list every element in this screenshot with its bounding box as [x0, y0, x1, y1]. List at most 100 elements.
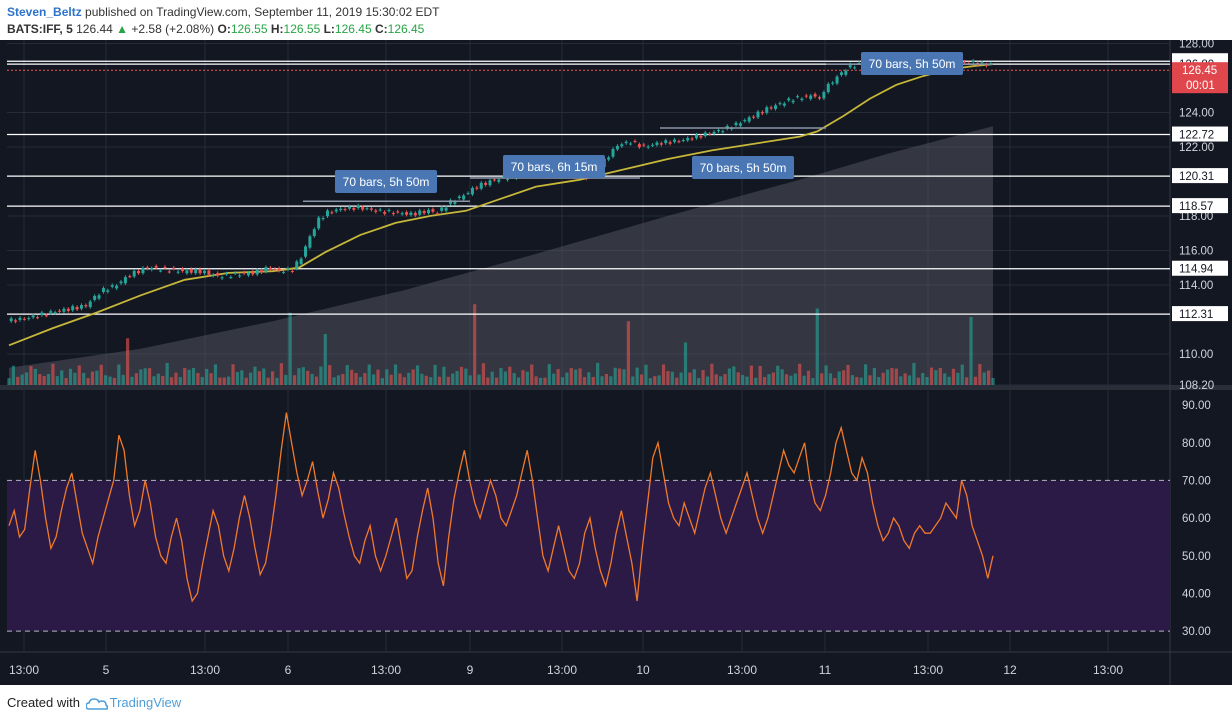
volume-bar [477, 374, 481, 385]
candle-body [651, 144, 655, 146]
volume-bar [938, 367, 942, 385]
countdown-tag: 00:01 [1186, 80, 1215, 92]
volume-bar [894, 368, 898, 385]
candle-body [233, 272, 237, 274]
volume-bar [73, 372, 77, 385]
chart-area[interactable]: 70 bars, 5h 50m 70 bars, 6h 15m 70 bars, 5… [0, 40, 1232, 685]
volume-bar [978, 364, 982, 385]
candle-body [479, 182, 483, 189]
volume-bar [191, 367, 196, 385]
volume-bar [169, 377, 174, 385]
volume-bar [60, 370, 64, 385]
volume-bar [33, 368, 37, 385]
volume-bar [464, 368, 468, 385]
volume-bar [24, 372, 29, 385]
volume-bar [666, 371, 670, 385]
candle-body [224, 273, 228, 275]
volume-bar [468, 375, 472, 385]
volume-bar [411, 369, 415, 385]
candle-body [369, 208, 373, 210]
volume-bar [771, 372, 775, 385]
candle-body [159, 270, 163, 272]
candle-body [352, 207, 356, 210]
volume-bar [727, 368, 732, 385]
chart-svg[interactable]: 70 bars, 5h 50m 70 bars, 6h 15m 70 bars, 5… [0, 40, 1232, 685]
level-tag-5: 114.94 [1179, 264, 1214, 276]
candle-body [172, 267, 176, 269]
rsi-band-background [7, 480, 1170, 632]
candle-body [422, 211, 426, 214]
volume-bar [565, 372, 569, 385]
candle-body [844, 70, 848, 75]
time-tick-2: 13:00 [190, 663, 220, 677]
volume-bar [275, 377, 279, 385]
volume-bar [516, 377, 521, 385]
volume-bar [161, 375, 165, 385]
candle-body [101, 288, 105, 292]
symbol-label: BATS:IFF, 5 [7, 22, 73, 36]
volume-bar [288, 312, 292, 385]
volume-bar [270, 371, 275, 385]
candle-body [782, 103, 786, 106]
volume-bar [508, 366, 512, 385]
volume-bar [389, 374, 393, 385]
candle-body [343, 209, 347, 211]
tradingview-brand-link[interactable]: TradingView [109, 695, 182, 710]
volume-bar [380, 378, 384, 385]
candle-body [418, 210, 422, 215]
candle-body [49, 311, 53, 313]
candle-body [268, 267, 272, 269]
volume-bar [82, 372, 86, 385]
volume-bar [503, 371, 507, 385]
candle-body [835, 76, 839, 84]
candle-body [229, 277, 233, 279]
volume-bar [745, 376, 749, 385]
candle-body [690, 138, 694, 140]
author-link[interactable]: Steven_Beltz [7, 5, 82, 19]
volume-bar [200, 377, 204, 385]
volume-bar [653, 376, 657, 385]
volume-bar [51, 363, 55, 385]
candle-body [211, 274, 215, 276]
time-tick-0: 13:00 [9, 663, 39, 677]
candle-body [79, 305, 83, 309]
candle-body [712, 131, 716, 134]
candle-body [699, 136, 703, 138]
candle-body [453, 201, 457, 204]
candle-body [457, 196, 461, 199]
level-tag-bg-2 [1172, 126, 1228, 142]
volume-bar [108, 376, 112, 385]
candle-body [642, 144, 646, 146]
rsi-tick-0: 90.00 [1182, 400, 1211, 412]
volume-bar [820, 373, 824, 385]
volume-bar [767, 374, 771, 385]
volume-bar [657, 375, 661, 385]
candle-body [40, 312, 44, 316]
price-tick-1: 124.00 [1179, 107, 1214, 119]
candle-body [677, 141, 681, 143]
volume-bar [749, 365, 753, 385]
volume-bar [442, 366, 446, 385]
volume-bar [872, 367, 876, 385]
candle-body [347, 206, 351, 209]
rsi-tick-4: 50.00 [1182, 551, 1211, 563]
volume-bar [714, 374, 718, 385]
volume-bar [306, 370, 310, 385]
volume-bar [534, 376, 538, 385]
candle-body [185, 270, 189, 274]
volume-bar [363, 373, 367, 385]
rsi-tick-1: 80.00 [1182, 438, 1211, 450]
volume-bar [521, 370, 525, 385]
volume-bar [982, 372, 986, 385]
candle-body [747, 117, 751, 122]
volume-bar [596, 362, 600, 385]
volume-bar [134, 373, 138, 385]
volume-bar [692, 369, 696, 385]
candle-body [396, 211, 400, 213]
candle-body [813, 94, 817, 97]
candle-body [282, 271, 286, 273]
candle-body [659, 143, 663, 145]
volume-bar [455, 371, 459, 385]
candle-body [14, 320, 18, 322]
open-label: O: [217, 22, 231, 36]
